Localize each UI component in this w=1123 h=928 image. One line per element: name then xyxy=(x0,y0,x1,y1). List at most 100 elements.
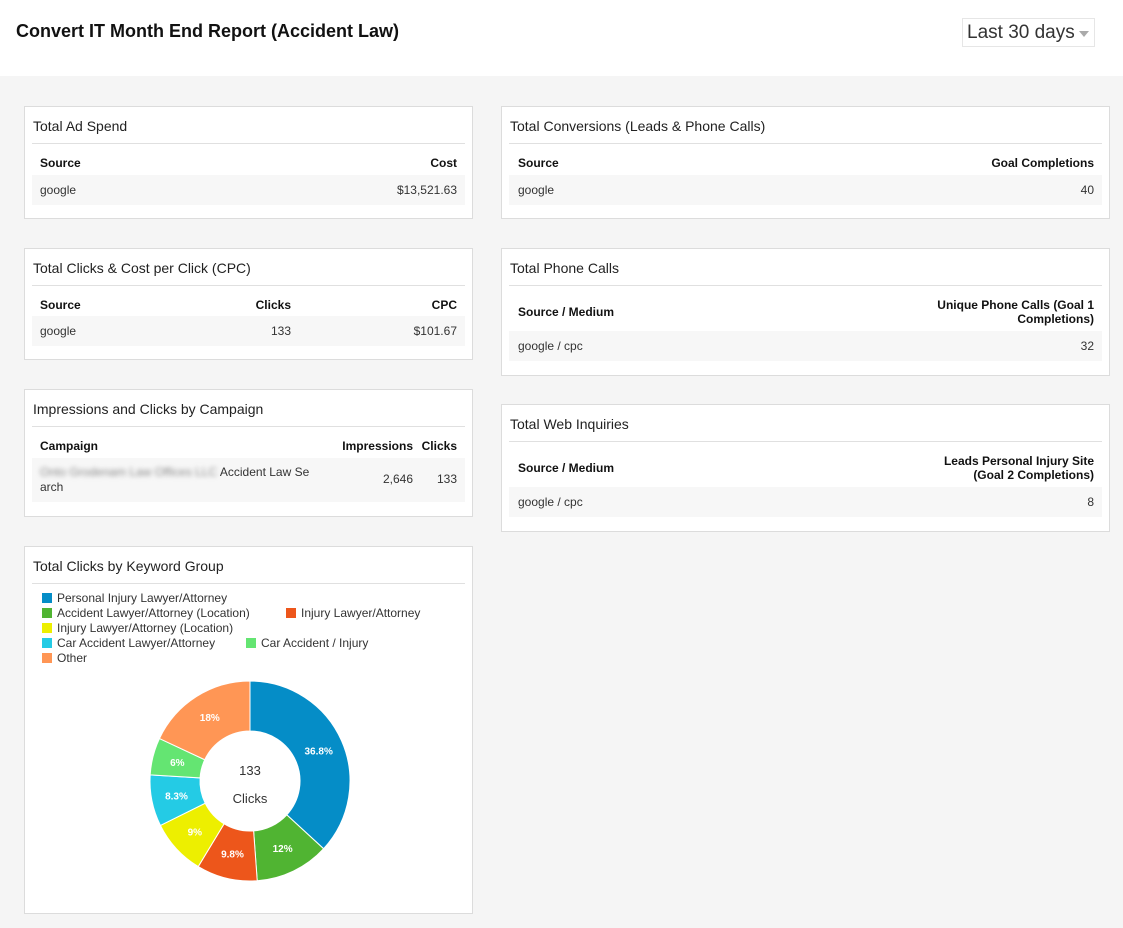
table-cell: google xyxy=(518,183,555,197)
slice-label: 9.8% xyxy=(221,849,244,860)
legend-item[interactable]: Other xyxy=(42,651,87,665)
column-header: Source xyxy=(518,156,559,170)
column-header: Source / Medium xyxy=(518,305,615,319)
donut-slice[interactable] xyxy=(158,680,251,761)
ad-spend-card: Total Ad Spend Source Cost google $13,52… xyxy=(24,106,473,219)
donut-center-value: 133 xyxy=(239,763,261,778)
table-row xyxy=(32,316,465,346)
table-cell: google xyxy=(40,324,77,338)
card-title: Total Clicks & Cost per Click (CPC) xyxy=(33,260,251,276)
legend-swatch xyxy=(42,608,52,618)
donut-slice[interactable] xyxy=(249,680,351,850)
divider xyxy=(32,285,465,286)
divider xyxy=(32,583,465,584)
table-cell: google xyxy=(40,183,77,197)
table-row xyxy=(32,458,465,502)
campaigns-card: Impressions and Clicks by Campaign Campa… xyxy=(24,389,473,517)
legend-swatch xyxy=(42,653,52,663)
column-header: Unique Phone Calls (Goal 1 Completions) xyxy=(937,298,1094,326)
header-line: Completions) xyxy=(1017,312,1094,326)
legend-swatch xyxy=(246,638,256,648)
clicks-cpc-card: Total Clicks & Cost per Click (CPC) Sour… xyxy=(24,248,473,360)
legend-label: Car Accident / Injury xyxy=(261,636,369,650)
phone-calls-card: Total Phone Calls Source / Medium Unique… xyxy=(501,248,1110,376)
legend-label: Accident Lawyer/Attorney (Location) xyxy=(57,606,250,620)
column-header: Impressions xyxy=(342,439,413,453)
legend-label: Car Accident Lawyer/Attorney xyxy=(57,636,216,650)
legend-item[interactable]: Personal Injury Lawyer/Attorney xyxy=(42,591,227,605)
report-header: Convert IT Month End Report (Accident La… xyxy=(0,0,1123,76)
column-header: CPC xyxy=(431,298,457,312)
column-header: Cost xyxy=(430,156,457,170)
legend-item[interactable]: Accident Lawyer/Attorney (Location) xyxy=(42,606,250,620)
divider xyxy=(32,426,465,427)
table-row xyxy=(509,331,1102,361)
header-line: (Goal 2 Completions) xyxy=(973,468,1094,482)
column-header: Clicks xyxy=(255,298,291,312)
campaign-name-wrap: arch xyxy=(40,480,64,494)
card-title: Total Clicks by Keyword Group xyxy=(33,558,224,574)
card-title: Total Ad Spend xyxy=(33,118,128,134)
table-cell: $101.67 xyxy=(413,324,457,338)
table-cell: google / cpc xyxy=(518,495,583,509)
column-header: Source / Medium xyxy=(518,461,615,475)
card-title: Impressions and Clicks by Campaign xyxy=(33,401,264,417)
table-row xyxy=(32,175,465,205)
table-row xyxy=(509,175,1102,205)
date-range-value: Last 30 days xyxy=(967,22,1075,43)
donut-chart: 36.8% 12% 9.8% 9% 8.3% 6% 18% 133 Clicks xyxy=(149,680,351,882)
card-title: Total Phone Calls xyxy=(510,260,619,276)
table-cell: 2,646 xyxy=(382,472,413,486)
legend-swatch xyxy=(286,608,296,618)
legend-label: Other xyxy=(57,651,88,665)
column-header: Source xyxy=(40,156,81,170)
divider xyxy=(509,143,1102,144)
legend-item[interactable]: Injury Lawyer/Attorney xyxy=(286,606,420,620)
campaign-name-text: Accident Law Se xyxy=(219,465,310,479)
legend-label: Personal Injury Lawyer/Attorney xyxy=(57,591,228,605)
table-cell: 133 xyxy=(436,472,457,486)
column-header: Campaign xyxy=(40,439,99,453)
chevron-down-icon[interactable] xyxy=(1079,31,1089,37)
divider xyxy=(509,285,1102,286)
slice-label: 18% xyxy=(200,713,220,724)
keyword-group-card: Total Clicks by Keyword Group Personal I… xyxy=(24,546,473,914)
divider xyxy=(32,143,465,144)
table-cell: 40 xyxy=(1080,183,1094,197)
slice-label: 8.3% xyxy=(165,791,188,802)
legend-item[interactable]: Car Accident Lawyer/Attorney xyxy=(42,636,215,650)
table-cell: $13,521.63 xyxy=(396,183,457,197)
table-cell: 133 xyxy=(270,324,291,338)
divider xyxy=(509,441,1102,442)
table-cell: 8 xyxy=(1087,495,1094,509)
column-header: Goal Completions xyxy=(991,156,1094,170)
header-line: Leads Personal Injury Site xyxy=(943,454,1094,468)
slice-label: 36.8% xyxy=(304,746,332,757)
legend-label: Injury Lawyer/Attorney xyxy=(301,606,421,620)
legend-item[interactable]: Injury Lawyer/Attorney (Location) xyxy=(42,621,233,635)
column-header: Clicks xyxy=(421,439,457,453)
page-title: Convert IT Month End Report (Accident La… xyxy=(16,21,399,41)
slice-label: 6% xyxy=(170,758,185,769)
legend-label: Injury Lawyer/Attorney (Location) xyxy=(57,621,234,635)
header-line: Unique Phone Calls (Goal 1 xyxy=(937,298,1094,312)
legend-swatch xyxy=(42,638,52,648)
slice-label: 12% xyxy=(273,844,293,855)
legend-item[interactable]: Car Accident / Injury xyxy=(246,636,368,650)
redacted-text: Onto Grodenam Law Offices LLC xyxy=(40,465,218,479)
date-range-select[interactable]: Last 30 days xyxy=(962,18,1095,47)
column-header: Leads Personal Injury Site (Goal 2 Compl… xyxy=(944,454,1094,482)
table-cell: google / cpc xyxy=(518,339,583,353)
card-title: Total Conversions (Leads & Phone Calls) xyxy=(510,118,766,134)
web-inquiries-card: Total Web Inquiries Source / Medium Lead… xyxy=(501,404,1110,532)
table-row xyxy=(509,487,1102,517)
donut-center-label: Clicks xyxy=(233,791,268,806)
slice-label: 9% xyxy=(188,827,203,838)
conversions-card: Total Conversions (Leads & Phone Calls) … xyxy=(501,106,1110,219)
legend-swatch xyxy=(42,593,52,603)
campaign-name: Onto Grodenam Law Offices LLC Accident L… xyxy=(40,465,340,495)
column-header: Source xyxy=(40,298,81,312)
table-cell: 32 xyxy=(1080,339,1094,353)
legend-swatch xyxy=(42,623,52,633)
card-title: Total Web Inquiries xyxy=(510,416,629,432)
